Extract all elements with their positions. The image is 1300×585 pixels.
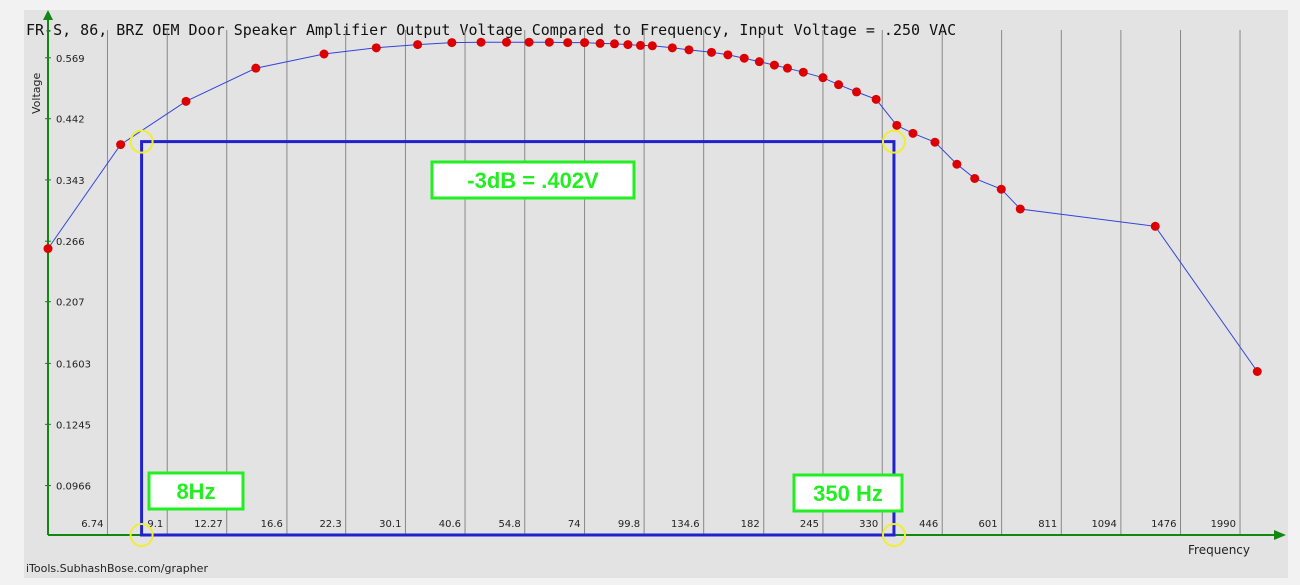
data-point: [852, 87, 862, 97]
data-point: [524, 37, 534, 47]
x-tick-label: 6.74: [81, 519, 103, 530]
highlight-circle: [881, 523, 906, 547]
grid-layer: [106, 30, 1241, 535]
x-tick-label: 16.6: [261, 519, 283, 530]
data-point: [739, 53, 749, 63]
data-point: [476, 37, 486, 47]
y-tick-labels: 0.569 0.442 0.343 0.266 0.207 0.1603 0.1245 0.0…: [45, 54, 91, 493]
x-tick-label: 446: [919, 519, 938, 530]
data-point: [996, 184, 1006, 194]
data-point: [1015, 204, 1025, 214]
data-point: [930, 137, 940, 147]
data-point: [871, 94, 881, 104]
data-point: [580, 38, 590, 48]
x-axis-label: Frequency: [1188, 543, 1250, 557]
x-tick-label: 1094: [1091, 519, 1116, 530]
data-point: [563, 38, 573, 48]
x-tick-label: 99.8: [618, 519, 640, 530]
data-point: [1150, 221, 1160, 231]
y-tick-label: 0.442: [56, 115, 85, 126]
series-line: [47, 41, 1258, 372]
x-tick-label: 1990: [1211, 519, 1236, 530]
y-axis-arrow: [43, 10, 53, 20]
x-tick-label: 330: [859, 519, 878, 530]
annotation-layer: -3dB = .402V 8Hz 350 Hz: [129, 129, 906, 547]
x-tick-label: 30.1: [379, 519, 401, 530]
x-tick-label: 134.6: [671, 519, 700, 530]
y-tick-label: 0.0966: [56, 482, 91, 493]
data-point: [595, 38, 605, 48]
low-cutoff-label: 8Hz: [176, 479, 215, 504]
data-point: [667, 43, 677, 53]
data-point: [609, 39, 619, 49]
y-tick-label: 0.207: [56, 298, 85, 309]
x-tick-label: 22.3: [319, 519, 341, 530]
high-cutoff-label-box: [792, 473, 904, 513]
x-tick-label: 12.27: [194, 519, 223, 530]
y-tick-label: 0.569: [56, 54, 85, 65]
data-point: [754, 57, 764, 67]
footer-credit: iTools.SubhashBose.com/grapher: [26, 562, 208, 575]
data-point: [834, 80, 844, 90]
data-point: [319, 49, 329, 59]
data-point: [908, 128, 918, 138]
high-cutoff-label: 350 Hz: [813, 481, 883, 506]
data-point: [952, 159, 962, 169]
x-tick-label: 811: [1038, 519, 1057, 530]
x-tick-label: 601: [979, 519, 998, 530]
data-point: [892, 120, 902, 130]
data-point: [371, 43, 381, 53]
x-tick-label: 9.1: [147, 519, 163, 530]
highlight-circle: [129, 523, 154, 547]
y-axis-label: Voltage: [30, 73, 43, 114]
x-axis-arrow: [1274, 530, 1286, 540]
chart-title: FR-S, 86, BRZ OEM Door Speaker Amplifier…: [26, 21, 956, 39]
series-layer: [43, 37, 1262, 376]
data-point: [723, 50, 733, 60]
data-point: [544, 37, 554, 47]
x-tick-label: 40.6: [439, 519, 461, 530]
y-tick-label: 0.343: [56, 176, 85, 187]
x-tick-label: 182: [741, 519, 760, 530]
y-tick-label: 0.1245: [56, 420, 91, 431]
data-point: [707, 47, 717, 57]
x-tick-labels: 6.74 9.1 12.27 16.6 22.3 30.1 40.6 54.8 74 99.8 13…: [81, 519, 1236, 530]
data-point: [970, 173, 980, 183]
data-point: [413, 40, 423, 50]
data-point: [623, 40, 633, 50]
data-point: [43, 244, 53, 254]
data-point: [818, 73, 828, 83]
axis-layer: [43, 10, 1286, 540]
data-point: [647, 41, 657, 51]
data-point: [782, 63, 792, 73]
data-point: [251, 63, 261, 73]
data-point: [447, 38, 457, 48]
minus-3db-label-box: [430, 160, 636, 200]
data-point: [116, 140, 126, 150]
x-tick-label: 1476: [1151, 519, 1176, 530]
data-point: [181, 96, 191, 106]
highlight-circle: [129, 129, 154, 154]
data-point: [798, 67, 808, 77]
data-point: [635, 40, 645, 50]
data-point: [769, 60, 779, 70]
x-tick-label: 54.8: [498, 519, 520, 530]
y-tick-label: 0.266: [56, 237, 85, 248]
y-tick-label: 0.1603: [56, 359, 91, 370]
data-point: [501, 37, 511, 47]
x-tick-label: 245: [800, 519, 819, 530]
minus-3db-label: -3dB = .402V: [467, 168, 599, 193]
highlight-circle: [881, 129, 906, 154]
data-point: [684, 45, 694, 55]
x-tick-label: 74: [568, 519, 581, 530]
minus-3db-bandwidth-box: [140, 140, 896, 537]
chart: FR-S, 86, BRZ OEM Door Speaker Amplifier…: [26, 10, 1286, 575]
low-cutoff-label-box: [147, 471, 245, 511]
chart-frame: FR-S, 86, BRZ OEM Door Speaker Amplifier…: [24, 10, 1288, 578]
data-point: [1252, 366, 1262, 376]
